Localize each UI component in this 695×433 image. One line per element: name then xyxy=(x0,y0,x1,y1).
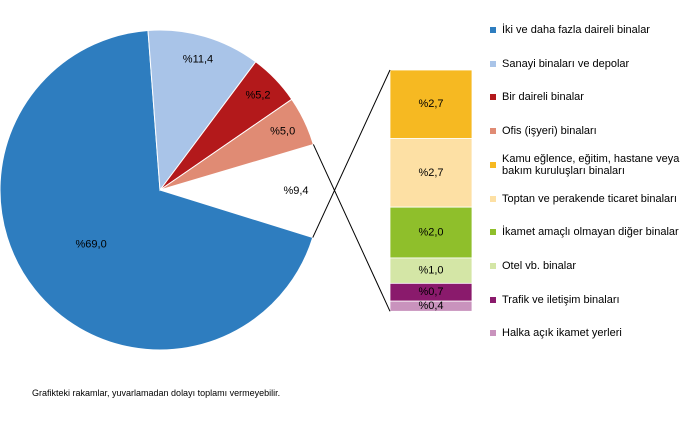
legend-label: Otel vb. binalar xyxy=(502,259,576,272)
data-label: %1,0 xyxy=(418,265,443,277)
legend-label: Bir daireli binalar xyxy=(502,91,584,104)
legend-swatch xyxy=(490,94,496,101)
data-label: %2,7 xyxy=(418,98,443,110)
legend-item: İki ve daha fazla daireli binalar xyxy=(490,15,695,45)
legend-item: Trafik ve iletişim binaları xyxy=(490,285,695,315)
bar-segment xyxy=(389,300,473,312)
legend-swatch xyxy=(490,195,496,202)
connector-line xyxy=(312,69,391,238)
legend-item: Toptan ve perakende ticaret binaları xyxy=(490,184,695,214)
legend-swatch xyxy=(490,161,496,168)
legend-swatch xyxy=(490,296,496,303)
legend-swatch xyxy=(490,128,496,135)
data-label: %2,0 xyxy=(418,226,443,238)
bar-segment xyxy=(389,69,473,139)
data-label: %69,0 xyxy=(76,239,107,251)
pie-slice xyxy=(147,29,257,192)
legend-swatch xyxy=(490,330,496,337)
legend-label: Toptan ve perakende ticaret binaları xyxy=(502,192,677,205)
bar-segment xyxy=(389,206,473,259)
data-label: %5,2 xyxy=(245,90,270,102)
data-label: %0,4 xyxy=(418,300,443,312)
legend-label: Trafik ve iletişim binaları xyxy=(502,293,620,306)
legend-label: Ofis (işyeri) binaları xyxy=(502,125,597,138)
data-label: %9,4 xyxy=(283,185,308,197)
legend-item: Sanayi binaları ve depolar xyxy=(490,49,695,79)
legend-item: Kamu eğlence, eğitim, hastane veya bakım… xyxy=(490,150,695,180)
legend-swatch xyxy=(490,229,496,236)
pie-slice xyxy=(159,98,315,191)
legend-item: Otel vb. binalar xyxy=(490,251,695,281)
legend-swatch xyxy=(490,262,496,269)
legend-label: İki ve daha fazla daireli binalar xyxy=(502,24,650,36)
legend-swatch xyxy=(490,60,496,67)
legend-label: İkamet amaçlı olmayan diğer binalar xyxy=(502,226,679,239)
pie-slice xyxy=(0,29,314,351)
legend-label: Sanayi binaları ve depolar xyxy=(502,57,630,70)
footnote: Grafikteki rakamlar, yuvarlamadan dolayı… xyxy=(32,388,281,398)
legend-item: İkamet amaçlı olmayan diğer binalar xyxy=(490,217,695,247)
data-label: %5,0 xyxy=(270,125,295,137)
legend-item: Halka açık ikamet yerleri xyxy=(490,318,695,348)
bar-segment xyxy=(389,257,473,284)
legend-item: Ofis (işyeri) binaları xyxy=(490,116,695,146)
legend-label: Kamu eğlence, eğitim, hastane veya bakım… xyxy=(502,152,680,177)
connector-line xyxy=(312,144,391,312)
data-label: %11,4 xyxy=(183,53,213,65)
legend-swatch xyxy=(490,27,496,33)
legend-label: Halka açık ikamet yerleri xyxy=(502,327,622,340)
bar-segment xyxy=(389,138,473,208)
data-label: %0,7 xyxy=(418,286,443,298)
data-label: %2,7 xyxy=(418,167,443,179)
legend-item: Bir daireli binalar xyxy=(490,82,695,112)
